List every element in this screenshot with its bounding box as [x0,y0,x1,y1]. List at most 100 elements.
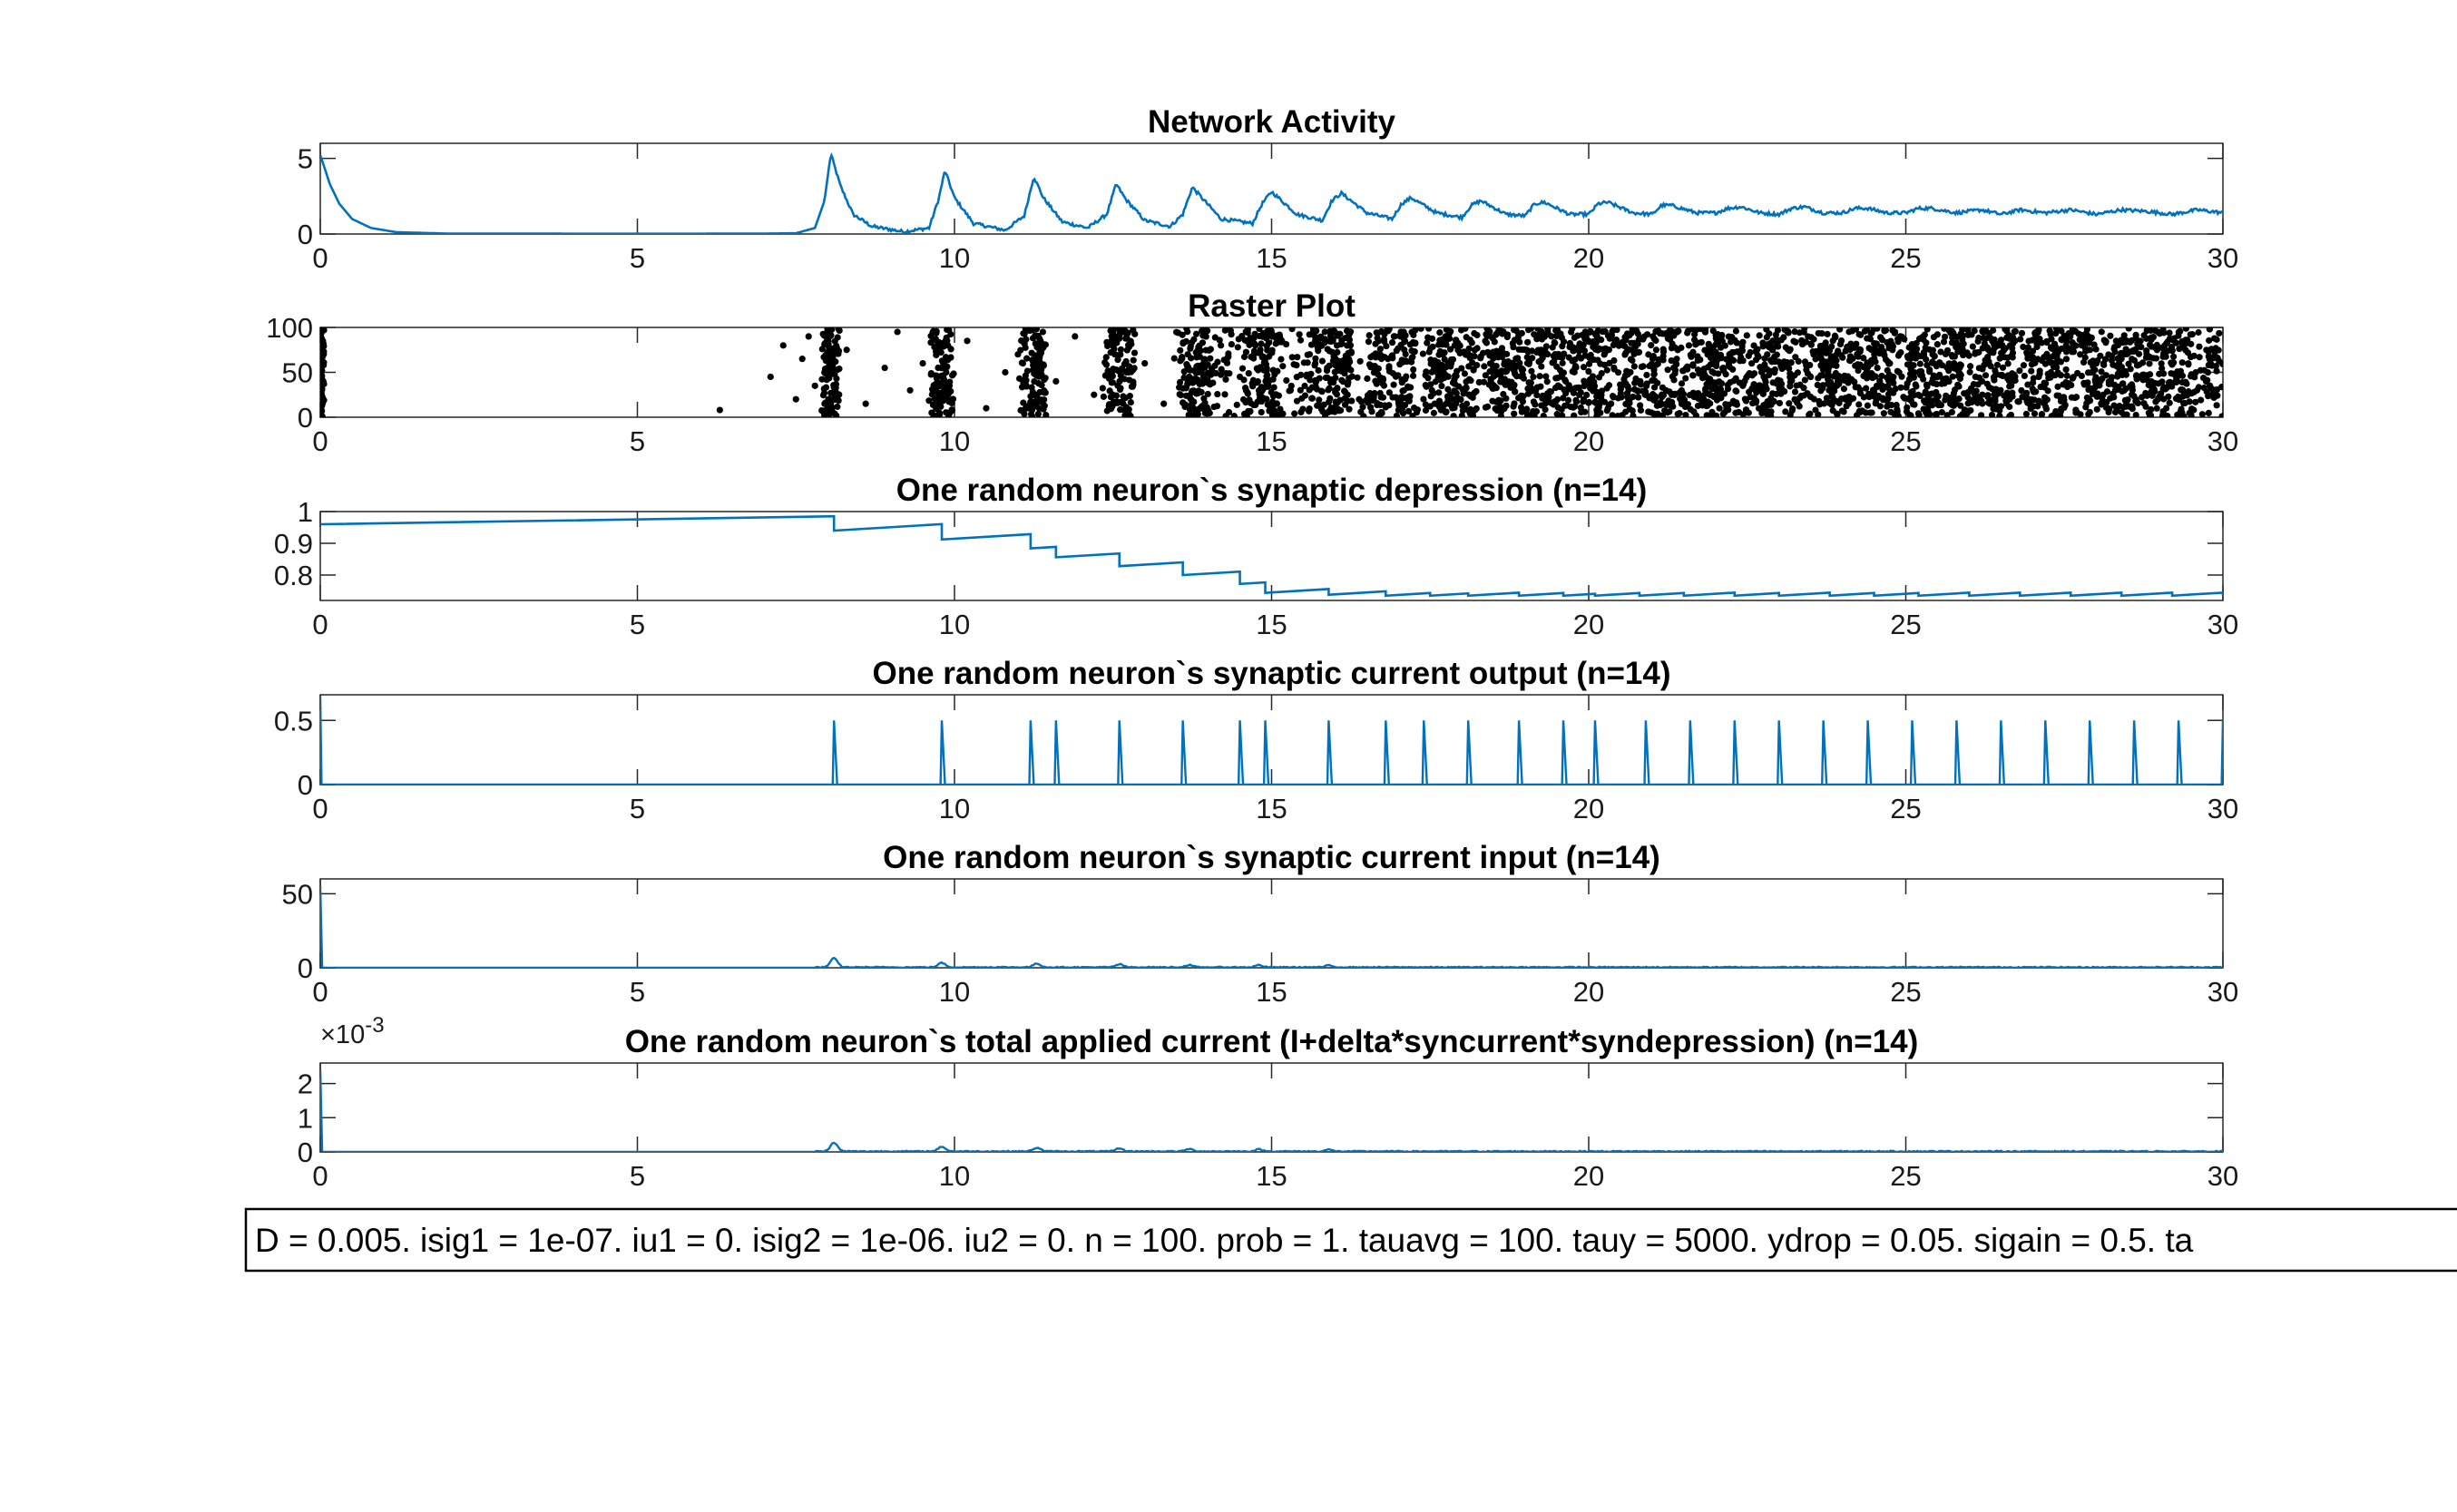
raster-dot [1207,355,1214,362]
raster-dot [1210,403,1218,411]
raster-dot [1637,406,1645,414]
raster-dot [1266,407,1273,415]
raster-dot [1327,405,1335,412]
raster-dot [1180,401,1189,408]
raster-dot [1637,402,1644,409]
raster-dot [1997,337,2005,344]
raster-dot [1552,327,1560,335]
raster-dot [1296,331,1303,338]
raster-dot [1100,393,1107,400]
raster-dot [1359,404,1366,411]
raster-dot [1967,406,1974,415]
raster-dot [945,356,952,364]
raster-dot [1771,368,1778,376]
raster-dot [1956,361,1963,368]
raster-dot [1519,398,1526,405]
raster-dot [1836,340,1845,348]
raster-dot [1204,327,1211,335]
raster-dot [1230,413,1238,417]
x-tick-label: 30 [2207,1160,2238,1192]
raster-dot [1307,341,1316,348]
raster-dot [2206,327,2214,333]
y-tick-label: 100 [266,312,313,344]
raster-dot [2187,331,2194,338]
raster-dot [1923,410,1931,417]
raster-dot [2146,360,2153,367]
raster-dot [1786,370,1794,377]
raster-dot [2029,337,2036,344]
raster-dot [933,405,940,413]
raster-dot [1525,360,1532,367]
raster-dot [1297,371,1305,378]
raster-dot [1511,400,1518,407]
raster-dot [1663,400,1670,407]
raster-dot [1247,334,1254,342]
raster-dot [2009,334,2016,341]
raster-dot [1826,378,1835,385]
raster-dot [1648,342,1655,349]
raster-dot [1868,409,1875,416]
subplot-6: One random neuron`s total applied curren… [298,1013,2238,1192]
raster-dot [1346,329,1354,337]
raster-dot [1827,361,1835,368]
raster-dot [2113,363,2120,370]
raster-dot [1904,404,1911,411]
raster-dot [1221,391,1228,398]
raster-dot [2085,410,2092,417]
raster-dot [1682,402,1689,409]
raster-dot [1978,412,1985,417]
raster-dot [1444,373,1452,380]
raster-dot [1120,393,1127,400]
raster-dot [1522,346,1531,354]
raster-dot [2119,380,2127,387]
raster-dot [1388,352,1396,359]
raster-dot [2125,360,2132,367]
raster-dot [2142,354,2150,361]
raster-dot [1592,388,1600,395]
raster-dot [1483,327,1491,332]
raster-dot [1523,412,1532,417]
raster-dot [1447,360,1455,367]
raster-dot [1389,370,1397,377]
raster-dot [1322,374,1329,382]
raster-dot [1250,355,1258,362]
raster-dot [927,332,935,340]
raster-dot [1218,366,1225,373]
raster-dot [1486,352,1493,359]
raster-dot [1336,407,1343,415]
raster-dot [1518,366,1526,374]
raster-dot [1297,337,1305,344]
raster-dot [1338,376,1346,384]
raster-dot [1728,334,1736,341]
raster-dot [1348,373,1356,380]
raster-dot [2138,394,2146,401]
raster-dot [1897,384,1904,391]
raster-dot [1685,342,1693,349]
x-tick-label: 0 [312,425,328,457]
raster-dot [2132,331,2139,338]
raster-dot [1640,363,1647,370]
raster-dot [2197,366,2204,374]
raster-dot [798,356,806,363]
raster-dot [2082,404,2090,411]
raster-dot [1817,372,1825,379]
raster-dot [925,397,933,405]
raster-dot [2067,329,2075,337]
raster-dot [2009,389,2016,396]
raster-dot [1610,341,1617,349]
raster-dot [2085,395,2093,403]
x-tick-label: 5 [630,425,645,457]
raster-dot [1480,378,1488,385]
raster-dot [1405,397,1413,405]
raster-dot [1528,367,1535,375]
raster-dot [1023,355,1031,362]
raster-dot [1251,330,1258,337]
x-tick-label: 20 [1573,793,1604,824]
raster-dot [1651,395,1659,402]
raster-dot [1512,327,1520,335]
raster-dot [1777,377,1784,385]
x-tick-label: 10 [939,242,970,274]
raster-dot [1923,381,1931,388]
raster-dot [1038,382,1045,389]
raster-dot [2054,383,2061,390]
